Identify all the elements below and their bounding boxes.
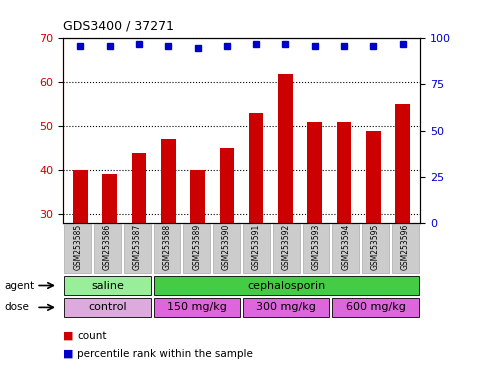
Text: cephalosporin: cephalosporin: [247, 280, 326, 291]
Bar: [220, 148, 234, 346]
Bar: [73, 170, 88, 346]
Text: GSM253585: GSM253585: [73, 223, 82, 270]
Text: saline: saline: [91, 280, 124, 291]
Text: 150 mg/kg: 150 mg/kg: [167, 302, 227, 313]
Bar: [366, 131, 381, 346]
Text: count: count: [77, 331, 107, 341]
Text: GSM253590: GSM253590: [222, 223, 231, 270]
Text: GDS3400 / 37271: GDS3400 / 37271: [63, 20, 174, 33]
Text: 300 mg/kg: 300 mg/kg: [256, 302, 316, 313]
Text: GSM253592: GSM253592: [282, 223, 291, 270]
Bar: [337, 122, 351, 346]
Text: GSM253596: GSM253596: [401, 223, 410, 270]
Text: GSM253586: GSM253586: [103, 223, 112, 270]
Bar: [132, 152, 146, 346]
Text: percentile rank within the sample: percentile rank within the sample: [77, 349, 253, 359]
Text: GSM253591: GSM253591: [252, 223, 261, 270]
Text: dose: dose: [5, 302, 30, 313]
Text: GSM253588: GSM253588: [163, 223, 171, 270]
Text: agent: agent: [5, 280, 35, 291]
Bar: [249, 113, 263, 346]
Text: GSM253589: GSM253589: [192, 223, 201, 270]
Bar: [278, 73, 293, 346]
Bar: [190, 170, 205, 346]
Text: 600 mg/kg: 600 mg/kg: [346, 302, 405, 313]
Text: control: control: [88, 302, 127, 313]
Text: GSM253594: GSM253594: [341, 223, 350, 270]
Bar: [161, 139, 176, 346]
Bar: [102, 174, 117, 346]
Text: ■: ■: [63, 349, 73, 359]
Bar: [307, 122, 322, 346]
Text: ■: ■: [63, 331, 73, 341]
Text: GSM253593: GSM253593: [312, 223, 320, 270]
Text: GSM253587: GSM253587: [133, 223, 142, 270]
Text: GSM253595: GSM253595: [371, 223, 380, 270]
Bar: [395, 104, 410, 346]
